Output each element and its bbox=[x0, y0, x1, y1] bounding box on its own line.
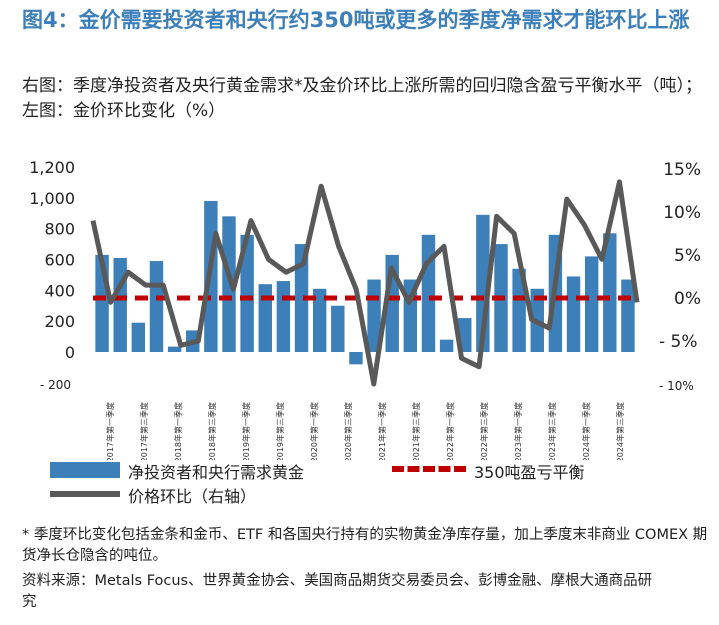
x-axis-tick-label: 2022年第一季度 bbox=[445, 402, 455, 460]
x-axis-tick-label: 2017年第一季度 bbox=[105, 402, 115, 460]
left-axis-ticks: - 200 0 200 400 600 800 1,000 1,200 bbox=[29, 158, 75, 392]
left-axis-tick-label: 200 bbox=[44, 312, 75, 331]
left-axis-tick-label: 1,000 bbox=[29, 189, 75, 208]
demand-bar bbox=[349, 352, 363, 365]
right-axis-tick-label: 10% bbox=[663, 203, 701, 223]
demand-bar bbox=[258, 284, 272, 352]
footnote: * 季度环比变化包括金条和金币、ETF 和各国央行持有的实物黄金净库存量，加上季… bbox=[22, 527, 708, 564]
right-axis-tick-label: 5% bbox=[674, 246, 701, 266]
legend-label-line: 价格环比（右轴） bbox=[128, 487, 257, 506]
chart-title: 图4：金价需要投资者和央行约350吨或更多的季度净需求才能环比上涨 bbox=[22, 8, 690, 32]
demand-bar bbox=[421, 234, 436, 352]
legend-label-bar: 净投资者和央行需求黄金 bbox=[128, 463, 305, 482]
left-axis-tick-label: - 200 bbox=[40, 378, 71, 392]
x-axis-tick-label: 2021年第三季度 bbox=[411, 402, 421, 460]
demand-bar bbox=[294, 244, 309, 352]
x-axis-tick-label: 2023年第一季度 bbox=[513, 402, 523, 460]
demand-bar bbox=[584, 256, 599, 352]
demand-bar bbox=[621, 279, 635, 352]
legend-swatch-line bbox=[50, 491, 120, 497]
demand-bar bbox=[331, 305, 345, 352]
x-axis-tick-label: 2023年第三季度 bbox=[547, 402, 557, 460]
left-axis-tick-label: 1,200 bbox=[29, 158, 75, 177]
demand-bar bbox=[222, 216, 236, 352]
x-axis-tick-label: 2020年第三季度 bbox=[343, 402, 353, 460]
source-note: 资料来源：Metals Focus、世界黄金协会、美国商品期货交易委员会、彭博金… bbox=[22, 573, 653, 610]
x-axis-tick-label: 2019年第三季度 bbox=[275, 402, 285, 460]
demand-bar bbox=[240, 234, 254, 352]
x-axis-tick-label: 2024年第一季度 bbox=[581, 402, 591, 460]
left-axis-tick-label: 400 bbox=[44, 281, 75, 300]
x-axis-tick-label: 2022年第三季度 bbox=[479, 402, 489, 460]
left-axis-tick-label: 800 bbox=[44, 220, 75, 239]
x-axis-tick-label: 2018年第三季度 bbox=[207, 402, 217, 460]
legend-swatch-breakeven bbox=[392, 466, 466, 472]
x-axis-ticks: 2017年第一季度 2017年第三季度 2018年第一季度 2018年第三季度 2019… bbox=[105, 402, 625, 460]
demand-bar bbox=[276, 281, 291, 352]
x-axis-tick-label: 2017年第三季度 bbox=[139, 402, 149, 460]
demand-bar bbox=[149, 261, 164, 352]
x-axis-tick-label: 2018年第一季度 bbox=[173, 402, 183, 460]
demand-bar bbox=[131, 322, 146, 352]
chart-subtitle: 右图：季度净投资者及央行黄金需求*及金价环比上涨所需的回归隐含盈亏平衡水平（吨）… bbox=[22, 76, 702, 121]
demand-bar bbox=[566, 276, 581, 352]
demand-bar bbox=[312, 288, 327, 352]
x-axis-tick-label: 2024年第三季度 bbox=[615, 402, 625, 460]
right-axis-tick-label: 0% bbox=[674, 289, 701, 309]
price-change-line bbox=[90, 179, 640, 387]
right-axis-ticks: - 10% - 5% 0% 5% 10% 15% bbox=[659, 160, 701, 393]
left-axis-tick-label: 600 bbox=[44, 251, 75, 270]
right-axis-tick-label: 15% bbox=[663, 160, 701, 180]
right-axis-tick-label: - 5% bbox=[659, 332, 698, 352]
demand-bar bbox=[167, 346, 182, 352]
demand-bar bbox=[512, 268, 526, 352]
demand-bar bbox=[113, 257, 127, 352]
chart-svg: - 200 0 200 400 600 800 1,000 1,200 - 10% - 5% 0%… bbox=[29, 158, 701, 460]
demand-bar bbox=[603, 233, 617, 352]
x-axis-tick-label: 2020年第一季度 bbox=[309, 402, 319, 460]
demand-bar bbox=[439, 339, 454, 352]
legend-swatch-bar bbox=[50, 462, 120, 478]
line-layer bbox=[90, 179, 640, 387]
legend-label-breakeven: 350吨盈亏平衡 bbox=[474, 463, 585, 482]
x-axis-tick-label: 2019年第一季度 bbox=[241, 402, 251, 460]
right-axis-tick-label: - 10% bbox=[659, 379, 694, 393]
x-axis-tick-label: 2021年第一季度 bbox=[377, 402, 387, 460]
left-axis-tick-label: 0 bbox=[65, 343, 75, 362]
